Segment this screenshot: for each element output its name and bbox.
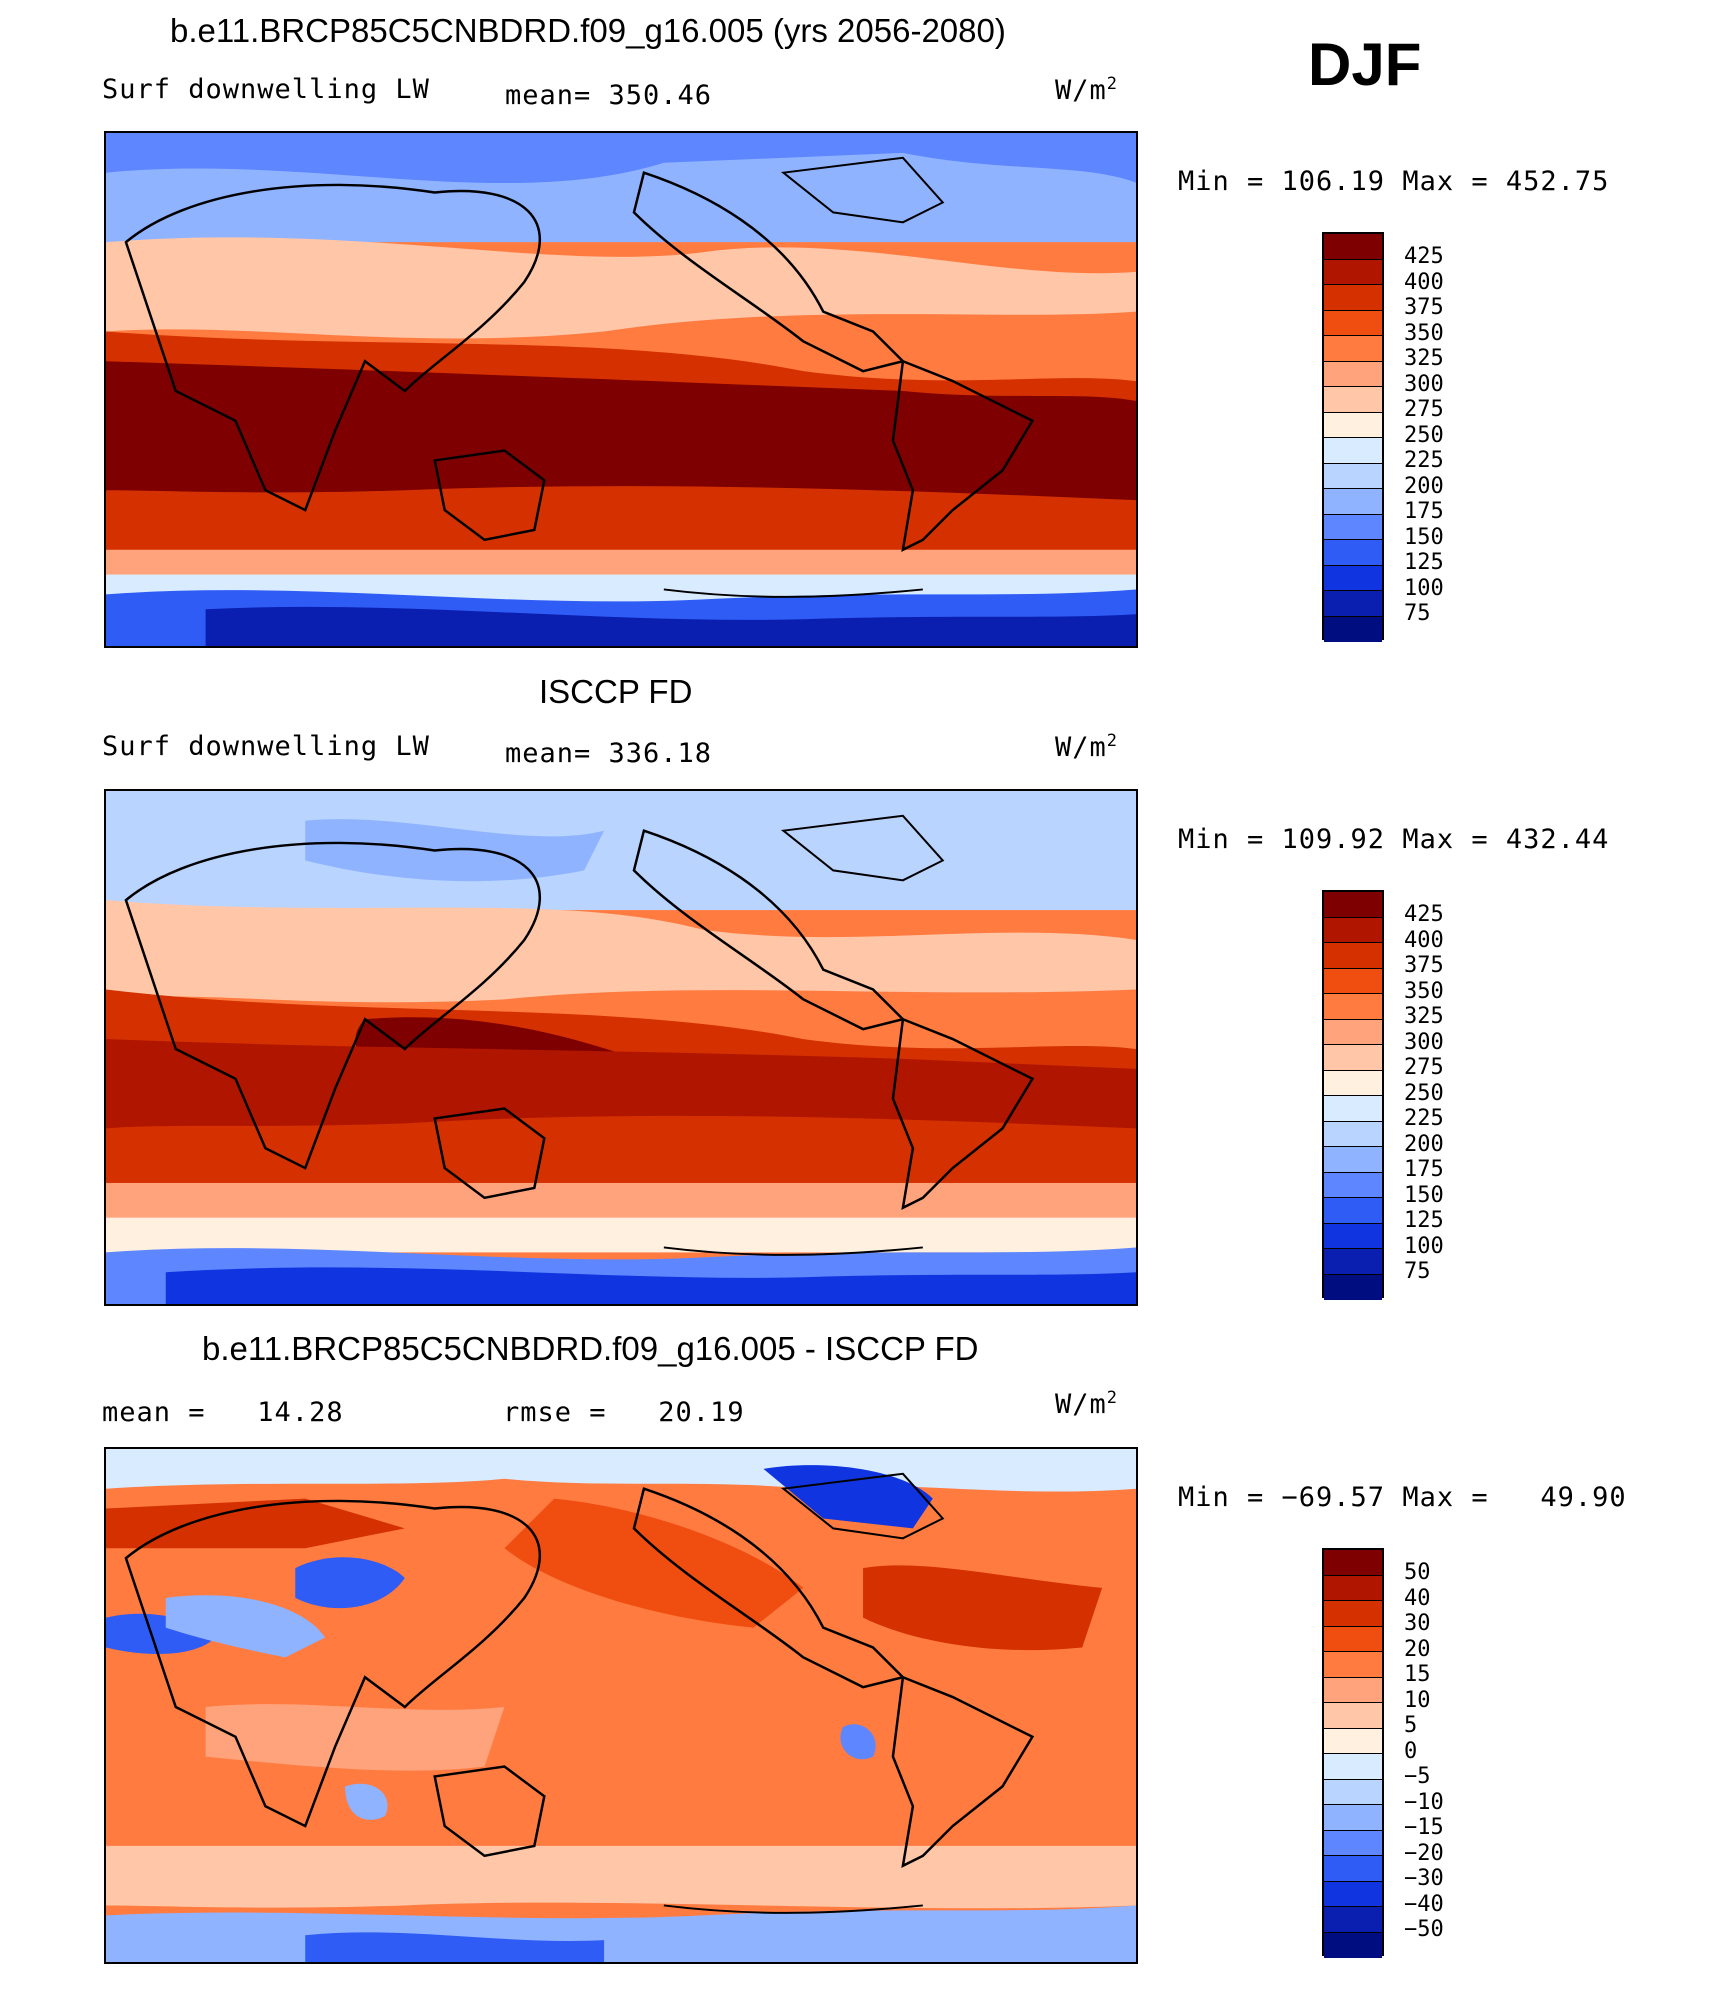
panel1-map xyxy=(104,131,1138,648)
colorbar-label: 0 xyxy=(1404,1738,1418,1764)
colorbar-label: 15 xyxy=(1404,1662,1431,1687)
panel3-rmse-label: rmse = 20.19 xyxy=(503,1397,745,1428)
colorbar-label: 300 xyxy=(1404,1029,1444,1055)
panel1-colorbar xyxy=(1322,232,1384,642)
panel1-variable-label: Surf downwelling LW xyxy=(102,74,430,105)
colorbar-label: 325 xyxy=(1404,1004,1444,1029)
colorbar-label: 425 xyxy=(1404,244,1444,269)
colorbar-label: 30 xyxy=(1404,1611,1431,1636)
colorbar-label: 100 xyxy=(1404,1233,1444,1259)
panel3-minmax: Min = −69.57 Max = 49.90 xyxy=(1178,1482,1627,1513)
colorbar-label: 225 xyxy=(1404,448,1444,473)
colorbar-label: 20 xyxy=(1404,1636,1431,1662)
colorbar-label: 5 xyxy=(1404,1713,1418,1738)
colorbar-label: 150 xyxy=(1404,524,1444,550)
panel2-minmax: Min = 109.92 Max = 432.44 xyxy=(1178,824,1610,855)
colorbar-label: 50 xyxy=(1404,1560,1431,1585)
colorbar-label: −30 xyxy=(1404,1866,1444,1891)
colorbar-label: 400 xyxy=(1404,269,1444,295)
colorbar-label: 400 xyxy=(1404,927,1444,953)
colorbar-label: 75 xyxy=(1404,1259,1431,1284)
colorbar-label: −15 xyxy=(1404,1815,1444,1840)
panel1-minmax: Min = 106.19 Max = 452.75 xyxy=(1178,166,1610,197)
panel3-colorbar xyxy=(1322,1548,1384,1958)
colorbar-label: 150 xyxy=(1404,1182,1444,1208)
colorbar-label: 350 xyxy=(1404,978,1444,1004)
panel3-map xyxy=(104,1447,1138,1964)
colorbar-label: 175 xyxy=(1404,1157,1444,1182)
colorbar-label: −10 xyxy=(1404,1789,1444,1815)
panel2-mean-label: mean= 336.18 xyxy=(505,738,713,769)
panel1-units: W/m2 xyxy=(1055,74,1119,106)
colorbar-label: 125 xyxy=(1404,550,1444,575)
colorbar-label: 175 xyxy=(1404,499,1444,524)
colorbar-label: 375 xyxy=(1404,295,1444,320)
colorbar-label: −40 xyxy=(1404,1891,1444,1917)
panel3-units: W/m2 xyxy=(1055,1388,1119,1420)
panel1-title: b.e11.BRCP85C5CNBDRD.f09_g16.005 (yrs 20… xyxy=(170,12,1006,49)
colorbar-label: 325 xyxy=(1404,346,1444,371)
colorbar-label: 300 xyxy=(1404,371,1444,397)
colorbar-label: 425 xyxy=(1404,902,1444,927)
colorbar-label: 125 xyxy=(1404,1208,1444,1233)
panel3-title: b.e11.BRCP85C5CNBDRD.f09_g16.005 - ISCCP… xyxy=(202,1330,979,1367)
colorbar-label: 75 xyxy=(1404,601,1431,626)
panel2-units: W/m2 xyxy=(1055,731,1119,763)
colorbar-label: −20 xyxy=(1404,1840,1444,1866)
colorbar-label: −5 xyxy=(1404,1764,1431,1789)
panel2-map xyxy=(104,789,1138,1306)
panel2-colorbar xyxy=(1322,890,1384,1300)
colorbar-label: 200 xyxy=(1404,1131,1444,1157)
colorbar-label: −50 xyxy=(1404,1917,1444,1942)
colorbar-label: 350 xyxy=(1404,320,1444,346)
panel3-mean-label: mean = 14.28 xyxy=(102,1397,344,1428)
colorbar-label: 375 xyxy=(1404,953,1444,978)
colorbar-label: 250 xyxy=(1404,1080,1444,1106)
panel2-title: ISCCP FD xyxy=(539,673,693,710)
colorbar-label: 275 xyxy=(1404,397,1444,422)
season-label: DJF xyxy=(1308,31,1422,98)
panel1-mean-label: mean= 350.46 xyxy=(505,80,713,111)
colorbar-label: 100 xyxy=(1404,575,1444,601)
colorbar-label: 200 xyxy=(1404,473,1444,499)
colorbar-label: 40 xyxy=(1404,1585,1431,1611)
colorbar-label: 250 xyxy=(1404,422,1444,448)
colorbar-label: 225 xyxy=(1404,1106,1444,1131)
colorbar-label: 275 xyxy=(1404,1055,1444,1080)
colorbar-label: 10 xyxy=(1404,1687,1431,1713)
panel2-variable-label: Surf downwelling LW xyxy=(102,731,430,762)
